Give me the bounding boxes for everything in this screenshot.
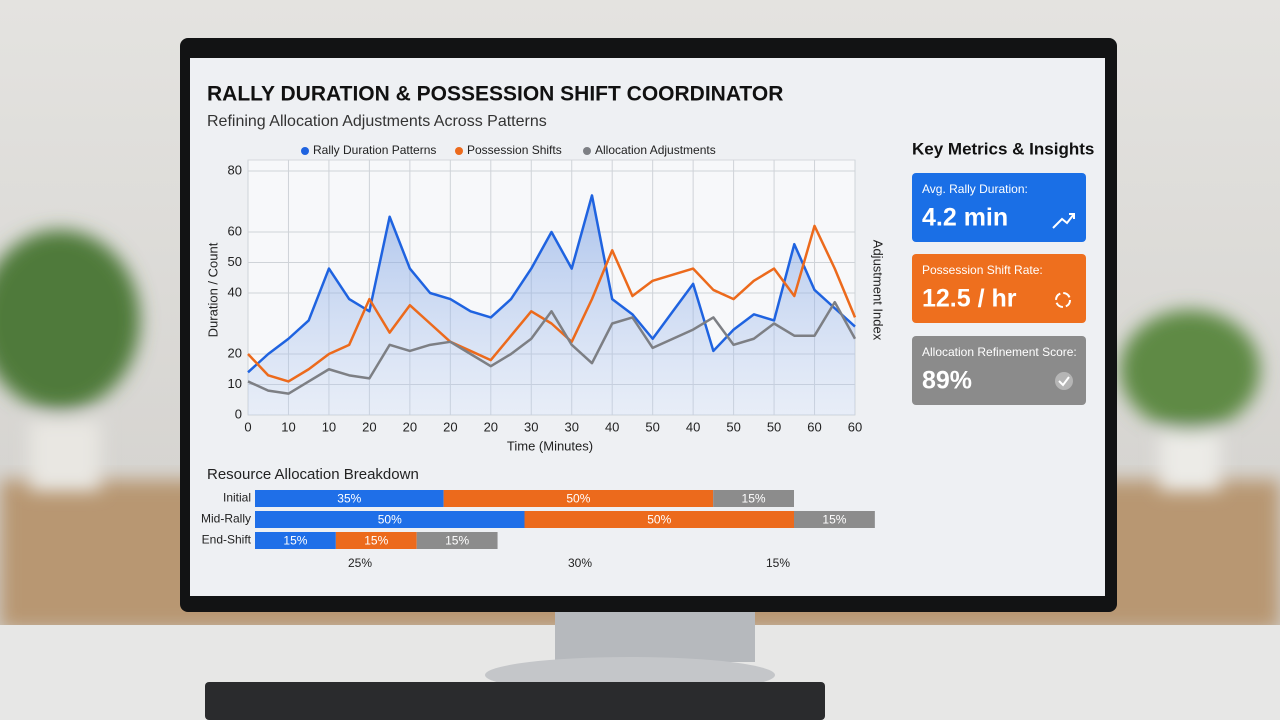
bar-value-label: 50%: [647, 513, 671, 527]
bar-value-label: 15%: [822, 513, 846, 527]
metric-value: 4.2 min: [922, 204, 1008, 232]
bar-value-label: 15%: [283, 534, 307, 548]
bar-value-label: 15%: [364, 534, 388, 548]
legend-marker: [301, 147, 309, 155]
column-label: 30%: [568, 556, 592, 570]
bar-value-label: 15%: [742, 492, 766, 506]
metric-label: Possession Shift Rate:: [922, 263, 1043, 277]
legend-label: Possession Shifts: [467, 143, 562, 157]
cycle-icon: [1055, 292, 1071, 308]
y-tick-label: 20: [228, 345, 242, 360]
y-tick-label: 40: [228, 284, 242, 299]
metric-card: [912, 254, 1086, 323]
x-tick-label: 20: [403, 419, 417, 434]
x-tick-label: 50: [767, 419, 781, 434]
legend-marker: [455, 147, 463, 155]
bar-segment: [255, 490, 444, 507]
bar-value-label: 15%: [445, 534, 469, 548]
line-series: [247, 300, 857, 395]
x-tick-label: 30: [564, 419, 578, 434]
bar-segment: [416, 532, 498, 549]
plants: [0, 230, 1260, 490]
legend-label: Allocation Adjustments: [595, 143, 716, 157]
y-tick-label: 10: [228, 376, 242, 391]
y-tick-label: 50: [228, 254, 242, 269]
metric-label: Allocation Refinement Score:: [922, 345, 1077, 359]
x-tick-label: 10: [281, 419, 295, 434]
check-icon: [1058, 376, 1070, 387]
row-label: Mid-Rally: [201, 512, 251, 526]
metric-card: [912, 173, 1086, 242]
row-label: Initial: [223, 491, 251, 505]
x-tick-label: 40: [605, 419, 619, 434]
metric-value: 12.5 / hr: [922, 285, 1017, 313]
x-tick-label: 60: [848, 419, 862, 434]
metric-card: [912, 336, 1086, 405]
x-tick-label: 50: [726, 419, 740, 434]
trend-icon: [1052, 213, 1075, 229]
bar-segment: [794, 511, 875, 528]
bar-segment: [713, 490, 794, 507]
x-tick-label: 40: [686, 419, 700, 434]
y2-axis-label: Adjustment Index: [871, 240, 886, 341]
icons: [1052, 213, 1075, 390]
x-tick-label: 20: [443, 419, 457, 434]
metric-value: 89%: [922, 367, 972, 395]
line-series: [247, 194, 856, 374]
legend-marker: [583, 147, 591, 155]
column-label: 15%: [766, 556, 790, 570]
x-tick-label: 50: [645, 419, 659, 434]
page-title: RALLY DURATION & POSSESSION SHIFT COORDI…: [207, 83, 783, 106]
x-tick-label: 20: [484, 419, 498, 434]
area-fill: [248, 195, 855, 415]
y-tick-label: 80: [228, 162, 242, 177]
x-tick-label: 60: [807, 419, 821, 434]
line-series: [247, 224, 857, 383]
bar-value-label: 50%: [378, 513, 402, 527]
page-subtitle: Refining Allocation Adjustments Across P…: [207, 113, 547, 130]
keyboard: [205, 682, 825, 720]
metric-label: Avg. Rally Duration:: [922, 182, 1028, 196]
legend-label: Rally Duration Patterns: [313, 143, 436, 157]
column-label: 25%: [348, 556, 372, 570]
bar-segment: [443, 490, 714, 507]
x-tick-label: 0: [244, 419, 251, 434]
y-tick-label: 0: [235, 406, 242, 421]
bar-segment: [255, 511, 525, 528]
x-tick-label: 20: [362, 419, 376, 434]
bar-segment: [335, 532, 417, 549]
x-axis-label: Time (Minutes): [507, 438, 593, 453]
breakdown-title: Resource Allocation Breakdown: [207, 466, 419, 483]
y-tick-label: 60: [228, 223, 242, 238]
trend-icon-head: [1069, 213, 1075, 219]
x-tick-label: 10: [322, 419, 336, 434]
y-axis-label: Duration / Count: [205, 242, 220, 337]
bar-segment: [524, 511, 794, 528]
bar-segment: [255, 532, 336, 549]
x-tick-label: 30: [524, 419, 538, 434]
check-icon-bg: [1055, 372, 1073, 390]
bar-value-label: 35%: [337, 492, 361, 506]
metrics-title: Key Metrics & Insights: [912, 139, 1094, 158]
bar-value-label: 50%: [566, 492, 590, 506]
row-label: End-Shift: [202, 533, 252, 547]
